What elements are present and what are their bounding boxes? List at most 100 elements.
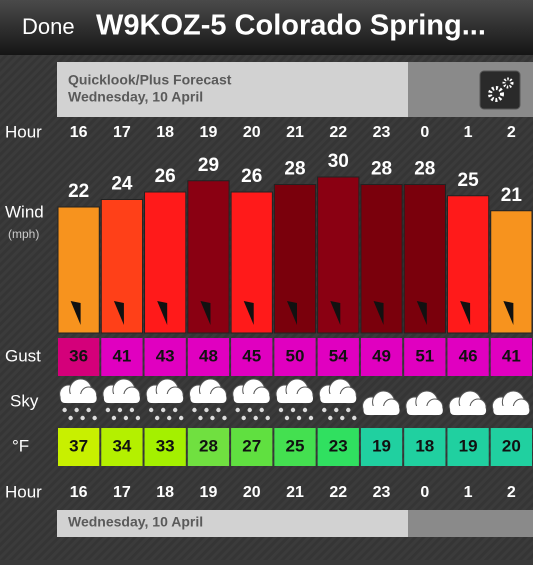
gust-value: 46 bbox=[459, 346, 478, 365]
temp-cell bbox=[101, 428, 143, 466]
temp-value: 28 bbox=[199, 436, 218, 455]
snowflake bbox=[160, 407, 166, 413]
snowflake bbox=[290, 407, 296, 413]
hour-label: 20 bbox=[243, 484, 261, 501]
gust-value: 45 bbox=[242, 346, 261, 365]
snowflake bbox=[111, 415, 117, 421]
row-label: Hour bbox=[5, 482, 42, 501]
hour-label: 1 bbox=[464, 124, 473, 141]
snowflake bbox=[105, 407, 111, 413]
temp-value: 33 bbox=[156, 436, 175, 455]
snowflake bbox=[308, 415, 314, 421]
snowflake bbox=[80, 415, 85, 421]
snowflake bbox=[178, 415, 184, 421]
gust-cell bbox=[274, 338, 316, 376]
gust-cell bbox=[317, 338, 359, 376]
snowflake bbox=[241, 415, 246, 421]
wind-arrow bbox=[70, 301, 81, 325]
wind-arrow bbox=[416, 301, 427, 325]
hour-label: 19 bbox=[200, 124, 218, 141]
row-label: (mph) bbox=[8, 227, 39, 241]
hour-label: 23 bbox=[373, 124, 391, 141]
temp-cell bbox=[144, 428, 186, 466]
snowflake bbox=[334, 407, 339, 413]
gust-value: 41 bbox=[502, 346, 521, 365]
snowflake bbox=[68, 415, 73, 421]
wind-arrow bbox=[503, 301, 514, 325]
snowflake bbox=[74, 407, 79, 413]
snowflake bbox=[284, 415, 290, 421]
cloud bbox=[493, 406, 530, 415]
wind-label: 22 bbox=[68, 181, 89, 202]
row-label: Wind bbox=[5, 202, 44, 221]
temp-cell bbox=[274, 428, 316, 466]
banner-title: Quicklook/Plus Forecast bbox=[68, 72, 232, 88]
snowflake bbox=[247, 407, 252, 413]
footer-date: Wednesday, 10 April bbox=[68, 514, 203, 530]
snowflake bbox=[322, 407, 327, 413]
temp-cell bbox=[490, 428, 532, 466]
temp-value: 19 bbox=[372, 436, 391, 455]
hour-label: 21 bbox=[286, 484, 304, 501]
snowflake bbox=[302, 407, 308, 413]
row-label: °F bbox=[12, 436, 29, 455]
cloud bbox=[60, 394, 97, 403]
station-title: W9KOZ-5 Colorado Spring... bbox=[96, 10, 486, 42]
temp-value: 23 bbox=[329, 436, 348, 455]
snowflake bbox=[92, 415, 97, 421]
gust-value: 51 bbox=[415, 346, 434, 365]
wind-arrow bbox=[157, 301, 168, 325]
temp-cell bbox=[360, 428, 403, 466]
hour-label: 18 bbox=[156, 484, 174, 501]
gust-value: 41 bbox=[112, 346, 131, 365]
hour-label: 1 bbox=[464, 484, 473, 501]
temp-cell bbox=[404, 428, 446, 466]
wind-label: 30 bbox=[328, 151, 349, 172]
header-bar bbox=[0, 0, 533, 55]
hour-label: 16 bbox=[70, 484, 88, 501]
wind-label: 28 bbox=[371, 159, 392, 180]
wind-label: 28 bbox=[414, 159, 435, 180]
wind-label: 24 bbox=[111, 174, 133, 195]
gust-value: 49 bbox=[372, 346, 391, 365]
snowflake bbox=[192, 407, 197, 413]
snowflake bbox=[86, 407, 91, 413]
cloud bbox=[363, 406, 400, 415]
snowflake bbox=[166, 415, 172, 421]
wind-arrow bbox=[330, 301, 341, 325]
temp-value: 27 bbox=[242, 436, 261, 455]
gear bbox=[502, 77, 514, 89]
temp-value: 20 bbox=[502, 436, 521, 455]
cloud bbox=[190, 394, 227, 403]
wind-label: 29 bbox=[198, 155, 219, 176]
wind-arrow bbox=[287, 301, 297, 325]
footer-bar bbox=[57, 510, 408, 537]
gust-cell bbox=[58, 338, 100, 376]
hour-label: 0 bbox=[420, 484, 429, 501]
gust-value: 43 bbox=[156, 346, 175, 365]
snowflake bbox=[253, 415, 258, 421]
wind-arrow bbox=[243, 301, 254, 325]
row-label: Sky bbox=[10, 391, 39, 410]
settings-button[interactable] bbox=[479, 70, 521, 110]
wind-arrow bbox=[113, 301, 124, 325]
temp-cell bbox=[447, 428, 489, 466]
banner-date: Wednesday, 10 April bbox=[68, 89, 203, 105]
snowflake bbox=[328, 415, 333, 421]
hour-label: 2 bbox=[507, 484, 516, 501]
snowflake bbox=[278, 407, 284, 413]
gear bbox=[488, 86, 504, 102]
hour-label: 22 bbox=[329, 484, 347, 501]
wind-label: 28 bbox=[284, 159, 305, 180]
cloud bbox=[147, 394, 184, 403]
snowflake bbox=[210, 415, 215, 421]
snowflake bbox=[123, 415, 129, 421]
hour-label: 17 bbox=[113, 124, 131, 141]
snowflake bbox=[235, 407, 240, 413]
gust-cell bbox=[101, 338, 143, 376]
done-button[interactable]: Done bbox=[22, 14, 75, 39]
wind-label: 21 bbox=[501, 185, 523, 206]
hour-label: 19 bbox=[200, 484, 218, 501]
hour-label: 23 bbox=[373, 484, 391, 501]
